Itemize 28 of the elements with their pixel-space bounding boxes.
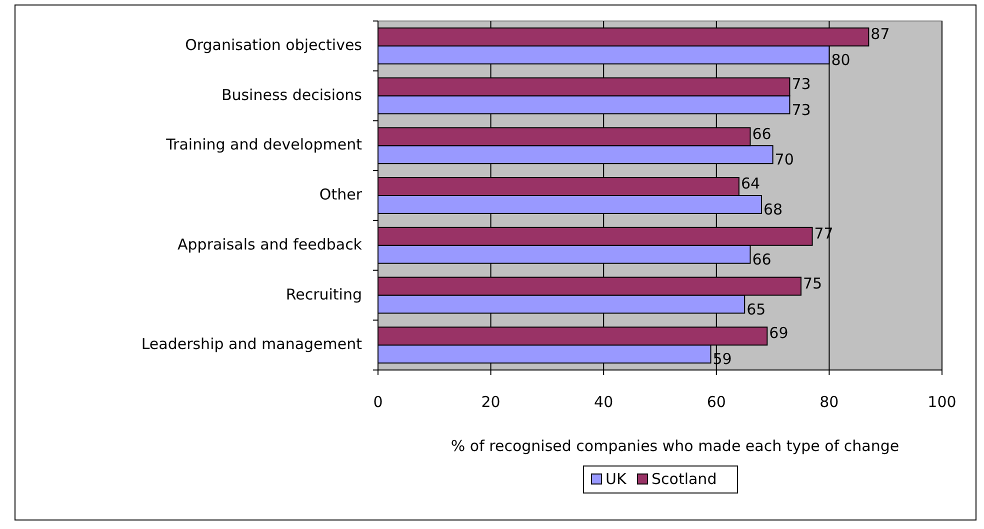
x-tick-label: 60 bbox=[706, 393, 726, 411]
data-label: 66 bbox=[752, 250, 772, 268]
legend-label: Scotland bbox=[652, 470, 717, 488]
x-tick-label: 100 bbox=[928, 393, 956, 411]
data-label: 73 bbox=[792, 100, 811, 119]
y-tick-label: Recruiting bbox=[286, 285, 362, 304]
x-tick-label: 40 bbox=[594, 393, 614, 411]
data-label: 68 bbox=[764, 200, 783, 219]
data-label: 70 bbox=[774, 150, 794, 169]
y-tick-label: Organisation objectives bbox=[185, 36, 362, 54]
data-label: 69 bbox=[769, 324, 788, 342]
y-tick-label: Appraisals and feedback bbox=[178, 235, 362, 254]
legend-label: UK bbox=[606, 470, 628, 488]
y-tick-label: Leadership and management bbox=[141, 335, 362, 354]
data-label: 87 bbox=[870, 25, 890, 44]
data-label: 75 bbox=[803, 274, 822, 292]
data-label: 73 bbox=[792, 74, 811, 93]
data-label: 65 bbox=[746, 300, 766, 318]
y-tick-label: Business decisions bbox=[221, 86, 362, 104]
x-axis-title: % of recognised companies who made each type of change bbox=[450, 437, 900, 455]
data-label: 66 bbox=[752, 124, 772, 143]
x-tick-label: 80 bbox=[820, 393, 839, 411]
y-tick-label: Other bbox=[319, 186, 363, 204]
data-label: 64 bbox=[740, 174, 760, 193]
data-label: 80 bbox=[831, 50, 850, 70]
x-tick-label: 20 bbox=[481, 393, 500, 411]
x-tick-label: 0 bbox=[373, 393, 383, 411]
y-tick-label: Training and development bbox=[165, 136, 362, 154]
